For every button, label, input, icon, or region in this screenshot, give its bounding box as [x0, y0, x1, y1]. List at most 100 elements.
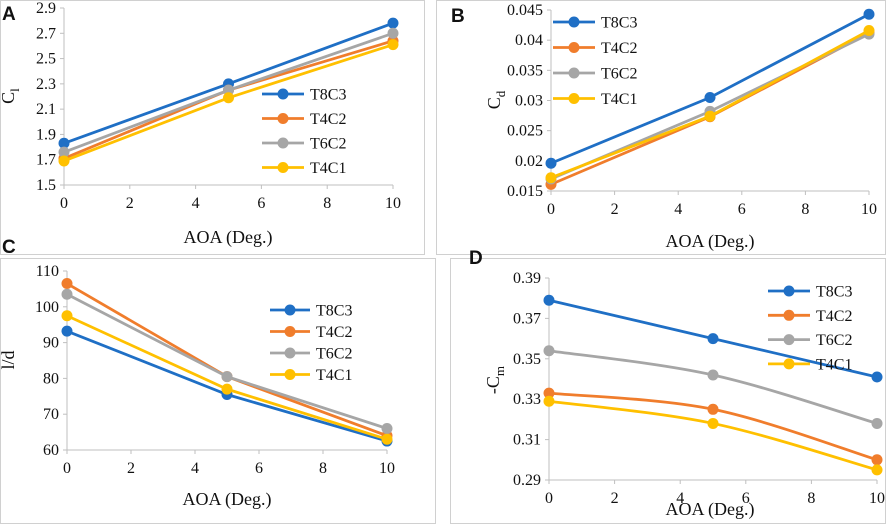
x-axis-title: AOA (Deg.)	[666, 499, 755, 520]
y-tick-label: 90	[43, 335, 59, 352]
y-axis-title-main: l/d	[0, 350, 18, 369]
y-tick-label: 0.39	[513, 270, 541, 287]
x-tick-label: 6	[742, 490, 750, 507]
y-axis-title-subscript: m	[492, 366, 507, 376]
legend-marker-t4c2	[284, 326, 296, 337]
panel-letter: A	[2, 4, 16, 25]
legend-label-t8c3: T8C3	[816, 284, 852, 301]
x-tick-label: 6	[738, 201, 746, 218]
data-point-t8c3	[871, 371, 883, 383]
x-tick-label: 0	[547, 201, 555, 218]
y-tick-label: 110	[36, 263, 59, 280]
legend-label-t4c2: T4C2	[601, 40, 637, 57]
y-tick-label: 0.015	[507, 183, 543, 200]
legend-marker-t6c2	[284, 347, 296, 359]
legend-marker-t6c2	[277, 137, 289, 149]
legend-marker-t4c2	[277, 113, 289, 124]
y-tick-label: 0.035	[507, 62, 543, 79]
panel-letter: B	[451, 6, 465, 27]
y-tick-label: 0.33	[513, 391, 541, 408]
data-point-t8c3	[863, 8, 875, 20]
legend-marker-t8c3	[277, 88, 289, 100]
legend-label-t6c2: T6C2	[310, 136, 346, 153]
legend-label-t4c1: T4C1	[816, 356, 852, 373]
x-tick-label: 4	[191, 460, 199, 477]
legend-marker-t4c2	[568, 42, 580, 53]
data-point-t4c1	[381, 433, 393, 445]
panel-frame	[0, 0, 425, 255]
data-point-t4c1	[863, 25, 875, 37]
x-tick-label: 4	[192, 195, 200, 212]
y-tick-label: 0.03	[515, 93, 543, 110]
data-point-t4c1	[707, 417, 719, 429]
data-point-t8c3	[707, 333, 719, 345]
legend-marker-t8c3	[568, 16, 580, 28]
y-axis-title: l/d	[0, 350, 18, 369]
legend-label-t6c2: T6C2	[816, 332, 852, 349]
y-axis-title: Cd	[484, 90, 508, 109]
legend-label-t4c1: T4C1	[316, 367, 352, 384]
data-point-t4c1	[61, 310, 73, 322]
y-tick-label: 60	[43, 442, 59, 459]
panel-letter: D	[469, 248, 483, 269]
data-point-t6c2	[707, 369, 719, 381]
legend: T8C3 T4C2 T6C2 T4C1	[553, 15, 637, 108]
y-axis-title-main: -C	[483, 376, 503, 394]
data-point-t6c2	[387, 27, 399, 39]
x-tick-label: 10	[385, 195, 401, 212]
series-line-t8c3	[550, 12, 870, 165]
x-tick-label: 10	[869, 490, 885, 507]
y-tick-label: 1.9	[36, 126, 56, 143]
legend-label-t8c3: T8C3	[601, 15, 637, 32]
x-tick-label: 2	[611, 201, 619, 218]
data-point-t8c3	[543, 294, 555, 306]
data-point-t4c2	[707, 403, 719, 415]
data-point-t4c1	[545, 172, 557, 184]
y-axis-title-main: C	[484, 97, 504, 109]
y-axis-title-main: C	[0, 92, 18, 104]
data-point-t4c1	[543, 395, 555, 407]
y-tick-label: 0.025	[507, 123, 543, 140]
y-tick-label: 2.9	[36, 0, 56, 17]
legend-label-t4c2: T4C2	[316, 324, 352, 341]
x-tick-label: 2	[611, 490, 619, 507]
y-axis-title-subscript: d	[493, 90, 508, 97]
legend-label-t6c2: T6C2	[316, 346, 352, 363]
data-point-t4c2	[61, 278, 73, 290]
x-tick-label: 4	[676, 490, 684, 507]
legend-marker-t4c1	[277, 162, 289, 173]
x-tick-label: 4	[674, 201, 682, 218]
legend-marker-t4c1	[568, 93, 580, 104]
y-tick-label: 80	[43, 370, 59, 387]
legend-marker-t4c1	[284, 369, 296, 380]
legend-label-t4c2: T4C2	[816, 308, 852, 325]
y-tick-label: 2.5	[36, 51, 56, 68]
data-point-t8c3	[545, 157, 557, 169]
data-point-t4c1	[223, 92, 234, 104]
data-point-t6c2	[223, 84, 234, 96]
data-point-t8c3	[704, 91, 716, 103]
x-tick-label: 10	[861, 201, 877, 218]
y-tick-label: 2.1	[36, 101, 56, 118]
data-point-t4c1	[221, 383, 233, 395]
y-tick-label: 2.3	[36, 76, 56, 93]
x-axis-title: AOA (Deg.)	[183, 489, 272, 510]
x-tick-label: 2	[126, 195, 134, 212]
y-tick-label: 100	[35, 299, 59, 316]
data-point-t4c1	[871, 464, 883, 476]
y-tick-label: 0.37	[513, 310, 541, 327]
legend-label-t6c2: T6C2	[601, 66, 637, 83]
legend-marker-t4c2	[783, 309, 795, 321]
legend-label-t4c1: T4C1	[601, 91, 637, 108]
y-tick-label: 0.02	[515, 153, 543, 170]
panel-letter: C	[2, 237, 16, 258]
chart-panel-b: B 0.015 0.02 0.025 0.03 0.035 0.04 0.045 0 2 4 6 8 10…	[436, 0, 886, 255]
y-axis-title: Cl	[0, 88, 22, 104]
y-tick-label: 0.31	[513, 432, 541, 449]
y-axis-title: -Cm	[483, 366, 507, 394]
legend-marker-t8c3	[783, 285, 795, 297]
x-tick-label: 6	[255, 460, 263, 477]
y-tick-label: 0.04	[515, 32, 543, 49]
x-tick-label: 8	[801, 201, 809, 218]
